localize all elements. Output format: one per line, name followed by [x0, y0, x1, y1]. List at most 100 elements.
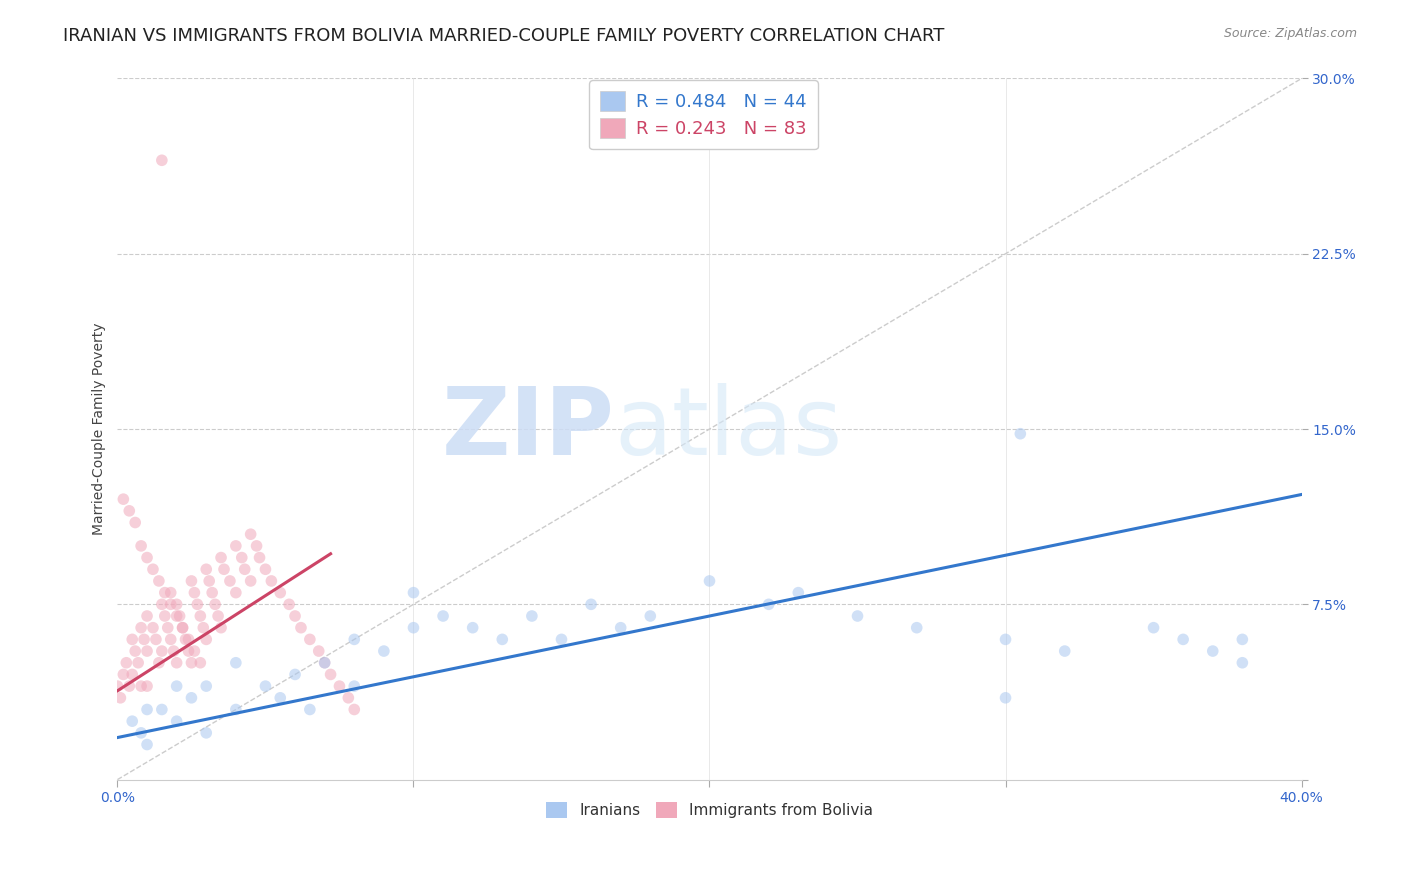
Point — [1202, 644, 1225, 658]
Point — [166, 714, 188, 728]
Point — [1232, 656, 1254, 670]
Point — [121, 667, 143, 681]
Point — [461, 621, 484, 635]
Point — [150, 644, 173, 658]
Point — [136, 738, 159, 752]
Point — [402, 621, 425, 635]
Point — [609, 621, 631, 635]
Point — [172, 621, 194, 635]
Text: IRANIAN VS IMMIGRANTS FROM BOLIVIA MARRIED-COUPLE FAMILY POVERTY CORRELATION CHA: IRANIAN VS IMMIGRANTS FROM BOLIVIA MARRI… — [63, 27, 945, 45]
Point — [1053, 644, 1076, 658]
Point — [150, 597, 173, 611]
Point — [159, 597, 181, 611]
Point — [432, 609, 454, 624]
Point — [195, 632, 218, 647]
Point — [343, 632, 366, 647]
Point — [1171, 632, 1194, 647]
Point — [758, 597, 780, 611]
Point — [153, 609, 176, 624]
Point — [115, 656, 138, 670]
Point — [148, 656, 170, 670]
Point — [1010, 426, 1032, 441]
Point — [180, 574, 202, 588]
Point — [159, 585, 181, 599]
Point — [188, 656, 211, 670]
Point — [127, 656, 149, 670]
Point — [159, 632, 181, 647]
Point — [314, 656, 336, 670]
Point — [201, 585, 224, 599]
Point — [121, 714, 143, 728]
Point — [298, 632, 321, 647]
Point — [177, 632, 200, 647]
Point — [166, 679, 188, 693]
Point — [183, 644, 205, 658]
Point — [107, 679, 129, 693]
Point — [198, 574, 221, 588]
Point — [1232, 632, 1254, 647]
Point — [284, 667, 307, 681]
Point — [124, 516, 146, 530]
Point — [846, 609, 869, 624]
Point — [195, 679, 218, 693]
Y-axis label: Married-Couple Family Poverty: Married-Couple Family Poverty — [93, 323, 107, 535]
Point — [172, 621, 194, 635]
Point — [249, 550, 271, 565]
Point — [308, 644, 330, 658]
Point — [183, 585, 205, 599]
Text: atlas: atlas — [614, 383, 844, 475]
Point — [245, 539, 267, 553]
Point — [112, 492, 135, 507]
Point — [186, 597, 208, 611]
Point — [994, 632, 1017, 647]
Point — [153, 585, 176, 599]
Point — [343, 679, 366, 693]
Point — [148, 574, 170, 588]
Point — [579, 597, 602, 611]
Point — [290, 621, 312, 635]
Point — [373, 644, 395, 658]
Point — [177, 644, 200, 658]
Point — [278, 597, 301, 611]
Point — [209, 550, 232, 565]
Point — [180, 690, 202, 705]
Point — [174, 632, 197, 647]
Point — [150, 153, 173, 168]
Point — [156, 621, 179, 635]
Point — [260, 574, 283, 588]
Point — [787, 585, 810, 599]
Point — [343, 702, 366, 716]
Point — [193, 621, 215, 635]
Point — [640, 609, 662, 624]
Point — [118, 504, 141, 518]
Point — [121, 632, 143, 647]
Point — [163, 644, 186, 658]
Point — [328, 679, 350, 693]
Point — [145, 632, 167, 647]
Point — [337, 690, 360, 705]
Point — [124, 644, 146, 658]
Point — [136, 679, 159, 693]
Point — [491, 632, 513, 647]
Point — [284, 609, 307, 624]
Point — [520, 609, 543, 624]
Point — [1142, 621, 1164, 635]
Point — [166, 609, 188, 624]
Point — [219, 574, 242, 588]
Point — [225, 702, 247, 716]
Point — [994, 690, 1017, 705]
Point — [166, 656, 188, 670]
Point — [212, 562, 235, 576]
Point — [314, 656, 336, 670]
Point — [110, 690, 132, 705]
Point — [239, 527, 262, 541]
Point — [142, 621, 165, 635]
Point — [254, 562, 277, 576]
Point — [129, 726, 152, 740]
Point — [180, 656, 202, 670]
Legend: Iranians, Immigrants from Bolivia: Iranians, Immigrants from Bolivia — [540, 797, 879, 824]
Point — [225, 585, 247, 599]
Point — [112, 667, 135, 681]
Point — [136, 644, 159, 658]
Point — [254, 679, 277, 693]
